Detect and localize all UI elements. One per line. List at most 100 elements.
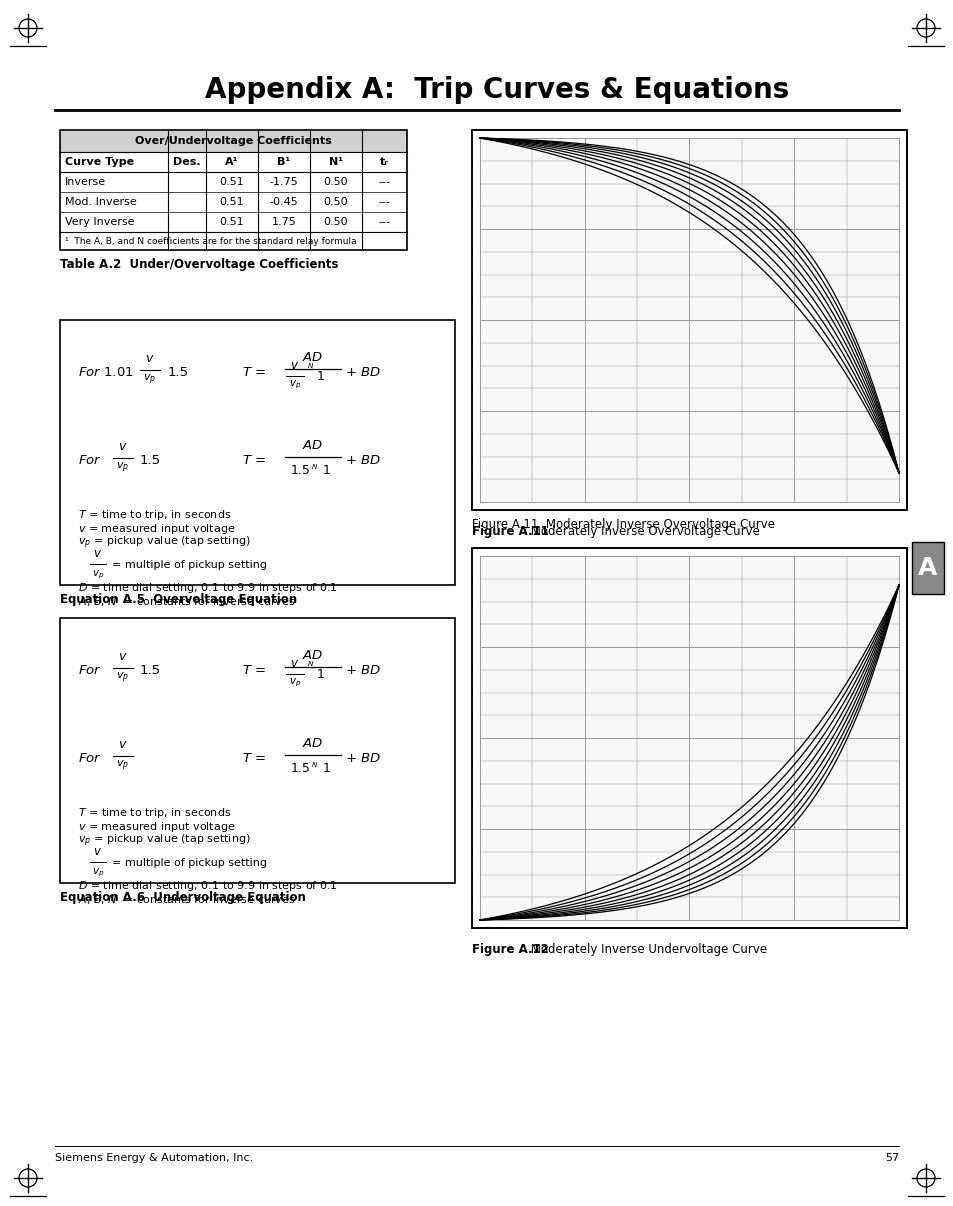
Bar (911, 541, 943, 595)
Text: ---: --- (378, 177, 390, 187)
Text: 1.5: 1.5 (291, 464, 311, 478)
Text: $\mathit{A}$, $\mathit{B}$, $\mathit{N}$  = constants for inverse curves: $\mathit{A}$, $\mathit{B}$, $\mathit{N}$… (78, 894, 295, 906)
Text: Figure A.12: Figure A.12 (472, 943, 548, 956)
Text: ---: --- (378, 217, 390, 227)
Text: 57: 57 (884, 1153, 898, 1163)
Text: B¹: B¹ (277, 157, 291, 166)
Text: $\mathit{v}_p$: $\mathit{v}_p$ (116, 461, 130, 475)
Text: $^N$: $^N$ (307, 661, 314, 671)
Text: Equation A.5  Overvoltage Equation: Equation A.5 Overvoltage Equation (60, 593, 296, 605)
Text: $\mathit{v}_p$: $\mathit{v}_p$ (143, 373, 156, 387)
Text: Very Inverse: Very Inverse (65, 217, 134, 227)
Text: $\mathit{v}$ = measured input voltage: $\mathit{v}$ = measured input voltage (78, 522, 235, 535)
Text: $\mathit{AD}$: $\mathit{AD}$ (302, 439, 323, 452)
Text: Over/Undervoltage Coefficients: Over/Undervoltage Coefficients (135, 136, 332, 146)
Text: $\mathit{For}$: $\mathit{For}$ (78, 751, 102, 765)
Text: Equation A.6  Undervoltage Equation: Equation A.6 Undervoltage Equation (60, 891, 306, 904)
Text: $\mathit{v}_p$: $\mathit{v}_p$ (116, 671, 130, 685)
Bar (472, 548, 906, 927)
Text: $\mathit{For}$: $\mathit{For}$ (78, 453, 102, 467)
Text: $\mathit{v}$: $\mathit{v}$ (93, 548, 102, 561)
Text: 1.5: 1.5 (168, 365, 189, 379)
Text: 1: 1 (316, 667, 325, 680)
Text: Mod. Inverse: Mod. Inverse (65, 197, 136, 207)
Bar (472, 548, 906, 927)
Text: $\mathit{D}$ = time dial setting, 0.1 to 9.9 in steps of 0.1: $\mathit{D}$ = time dial setting, 0.1 to… (78, 581, 337, 595)
Text: $\mathit{AD}$: $\mathit{AD}$ (302, 649, 323, 662)
Text: + $\mathit{BD}$: + $\mathit{BD}$ (345, 663, 380, 677)
Text: 0.50: 0.50 (323, 197, 348, 207)
Text: $^N$: $^N$ (311, 464, 318, 474)
Text: $\mathit{D}$ = time dial setting, 0.1 to 9.9 in steps of 0.1: $\mathit{D}$ = time dial setting, 0.1 to… (78, 879, 337, 892)
Text: A: A (918, 556, 937, 580)
Text: 1.5: 1.5 (140, 453, 161, 467)
Text: $\mathit{v}_p$: $\mathit{v}_p$ (116, 759, 130, 773)
Text: -0.45: -0.45 (270, 197, 298, 207)
Text: $\mathit{T}$ =: $\mathit{T}$ = (242, 663, 266, 677)
Text: + $\mathit{BD}$: + $\mathit{BD}$ (345, 365, 380, 379)
Text: Des.: Des. (173, 157, 200, 166)
Text: $\mathit{v}_p$ = pickup value (tap setting): $\mathit{v}_p$ = pickup value (tap setti… (78, 534, 251, 551)
Text: = multiple of pickup setting: = multiple of pickup setting (112, 561, 267, 570)
Text: $\mathit{v}$: $\mathit{v}$ (118, 738, 128, 751)
Text: + $\mathit{BD}$: + $\mathit{BD}$ (345, 453, 380, 467)
Text: Figure A.11  Moderately Inverse Overvoltage Curve: Figure A.11 Moderately Inverse Overvolta… (472, 519, 774, 531)
Text: 1.5: 1.5 (291, 762, 311, 775)
Bar (472, 130, 906, 510)
Text: = multiple of pickup setting: = multiple of pickup setting (112, 859, 267, 868)
Text: A¹: A¹ (225, 157, 238, 166)
Bar (60, 130, 407, 152)
Text: 0.50: 0.50 (323, 217, 348, 227)
Text: $\mathit{T}$ = time to trip, in seconds: $\mathit{T}$ = time to trip, in seconds (78, 508, 231, 522)
Text: Siemens Energy & Automation, Inc.: Siemens Energy & Automation, Inc. (55, 1153, 253, 1163)
Text: $\mathit{v}_p$ = pickup value (tap setting): $\mathit{v}_p$ = pickup value (tap setti… (78, 833, 251, 849)
Text: $\mathit{T}$ =: $\mathit{T}$ = (242, 453, 266, 467)
Text: $\mathit{v}$: $\mathit{v}$ (118, 650, 128, 663)
Bar (479, 137, 898, 502)
Text: N¹: N¹ (329, 157, 343, 166)
Text: $\mathit{v}$: $\mathit{v}$ (290, 657, 299, 671)
Text: + $\mathit{BD}$: + $\mathit{BD}$ (345, 751, 380, 765)
Text: 1: 1 (323, 762, 331, 775)
Text: $\mathit{v}$: $\mathit{v}$ (118, 440, 128, 453)
Text: $^N$: $^N$ (311, 762, 318, 772)
Text: Moderately Inverse Overvoltage Curve: Moderately Inverse Overvoltage Curve (526, 526, 760, 539)
Text: $\mathit{AD}$: $\mathit{AD}$ (302, 737, 323, 750)
Text: $\mathit{v}$ = measured input voltage: $\mathit{v}$ = measured input voltage (78, 820, 235, 835)
Text: $\mathit{T}$ = time to trip, in seconds: $\mathit{T}$ = time to trip, in seconds (78, 806, 231, 820)
Text: 0.50: 0.50 (323, 177, 348, 187)
Text: 0.51: 0.51 (219, 197, 244, 207)
Text: ¹  The A, B, and N coefficients are for the standard relay formula: ¹ The A, B, and N coefficients are for t… (65, 236, 356, 246)
Bar (472, 130, 906, 510)
Text: Table A.2  Under/Overvoltage Coefficients: Table A.2 Under/Overvoltage Coefficients (60, 258, 338, 271)
Bar (60, 320, 455, 585)
Bar (60, 617, 455, 883)
Text: $\mathit{v}_p$: $\mathit{v}_p$ (289, 379, 301, 392)
Text: Appendix A:  Trip Curves & Equations: Appendix A: Trip Curves & Equations (205, 76, 788, 104)
Text: 1.5: 1.5 (140, 663, 161, 677)
Text: $\mathit{v}$: $\mathit{v}$ (145, 352, 154, 365)
Text: $^N$: $^N$ (307, 363, 314, 373)
Text: Curve Type: Curve Type (65, 157, 134, 166)
Text: $\mathit{For}$ 1.01: $\mathit{For}$ 1.01 (78, 365, 133, 379)
Text: $\mathit{v}_p$: $\mathit{v}_p$ (289, 677, 301, 690)
Text: $\mathit{For}$: $\mathit{For}$ (78, 663, 102, 677)
Text: $\mathit{A}$, $\mathit{B}$, $\mathit{N}$  = constants for inverse curves: $\mathit{A}$, $\mathit{B}$, $\mathit{N}$… (78, 596, 295, 608)
Text: $\mathit{v}_p$: $\mathit{v}_p$ (91, 568, 104, 581)
Text: tᵣ: tᵣ (379, 157, 389, 166)
Text: 0.51: 0.51 (219, 177, 244, 187)
Text: 1: 1 (316, 369, 325, 382)
Text: 0.51: 0.51 (219, 217, 244, 227)
Text: $\mathit{v}$: $\mathit{v}$ (93, 845, 102, 859)
Text: -1.75: -1.75 (270, 177, 298, 187)
Text: $\mathit{v}_p$: $\mathit{v}_p$ (91, 866, 104, 879)
Bar (479, 556, 898, 920)
Text: $\mathit{T}$ =: $\mathit{T}$ = (242, 751, 266, 765)
Text: Moderately Inverse Undervoltage Curve: Moderately Inverse Undervoltage Curve (526, 943, 766, 956)
Text: $\mathit{v}$: $\mathit{v}$ (290, 359, 299, 371)
Text: ---: --- (378, 197, 390, 207)
Text: 1.75: 1.75 (272, 217, 296, 227)
Text: Inverse: Inverse (65, 177, 106, 187)
Text: $\mathit{AD}$: $\mathit{AD}$ (302, 351, 323, 364)
Text: Figure A.11: Figure A.11 (472, 526, 548, 539)
